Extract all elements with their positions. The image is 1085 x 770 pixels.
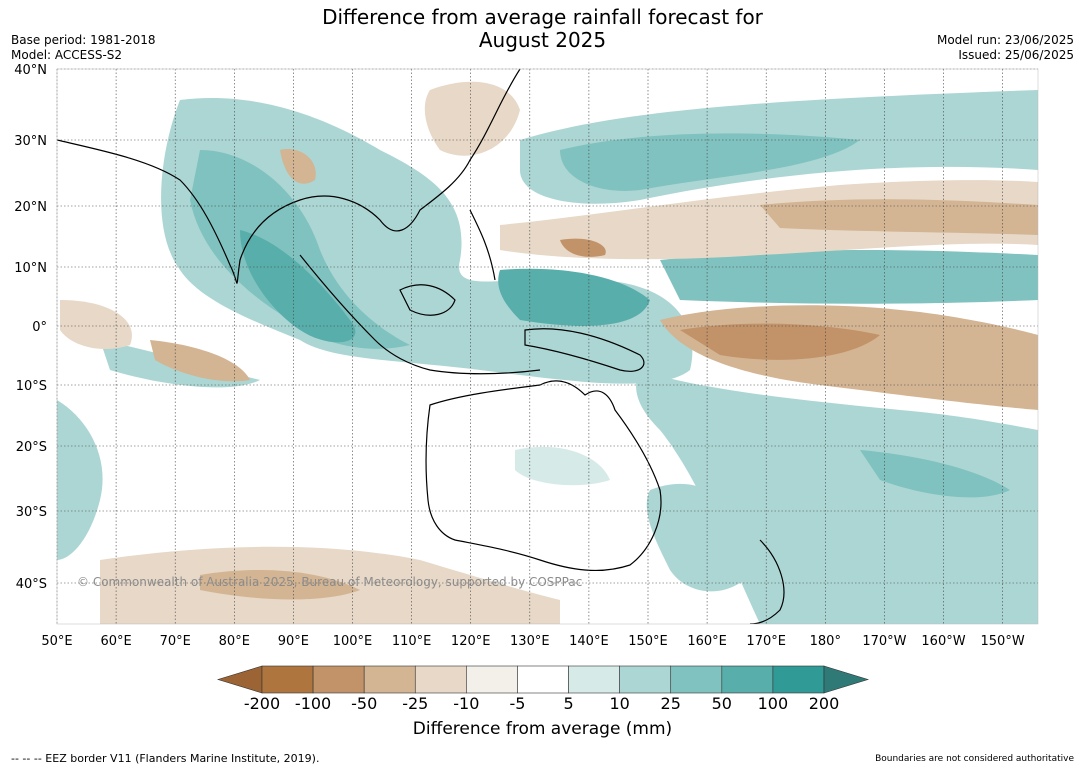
colorbar-segment: [261, 665, 314, 694]
borneo-coast: [399, 284, 456, 316]
colorbar-segment: [466, 665, 518, 694]
lat-label: 40°S: [16, 577, 47, 592]
wet-region-central-pacific-north: [660, 250, 1038, 304]
new-zealand-coast: [749, 539, 785, 624]
lat-label: 0°: [32, 320, 47, 335]
copyright-notice: © Commonwealth of Australia 2025, Bureau…: [77, 575, 583, 589]
longitude-labels: 50°E 60°E 70°E 80°E 90°E 100°E 110°E 120°E 130°E…: [41, 634, 1024, 649]
issued-date: Issued: 25/06/2025: [958, 48, 1074, 62]
wet-region-sumatra: [240, 230, 356, 343]
lon-label: 140°E: [569, 634, 609, 649]
wet-region-bay-bengal: [190, 150, 410, 349]
colorbar-tick-labels: -200 -100 -50 -25 -10 -5 5 10 25 50 100 200: [244, 694, 839, 713]
philippines-coast: [469, 209, 496, 281]
lon-label: 120°E: [451, 634, 491, 649]
latitude-labels: 40°N 30°N 20°N 10°N 0° 10°S 20°S 30°S 40°S: [14, 63, 47, 592]
colorbar-tick-label: 10: [609, 694, 629, 713]
dry-region-philippine-sea: [560, 238, 606, 257]
dry-region-himalaya: [280, 149, 316, 184]
title-line-1: Difference from average rainfall forecas…: [322, 5, 763, 29]
lon-label: 170°E: [746, 634, 786, 649]
boundary-disclaimer: Boundaries are not considered authoritat…: [875, 754, 1074, 764]
lon-label: 130°E: [510, 634, 550, 649]
colorbar-title: Difference from average (mm): [412, 719, 673, 739]
wet-region-borneo-sea: [498, 268, 650, 326]
model-name: Model: ACCESS-S2: [11, 48, 123, 62]
lon-label: 80°E: [219, 634, 250, 649]
graticule: [56, 68, 1039, 625]
colorbar-segment: [619, 665, 672, 694]
colorbar: [216, 665, 870, 694]
dry-region-southern-ocean-core: [200, 570, 360, 600]
colorbar-tick-label: -50: [351, 694, 377, 713]
colorbar-tick-label: 100: [758, 694, 789, 713]
colorbar-extend-high: [823, 665, 870, 694]
lon-label: 50°E: [41, 634, 72, 649]
lon-label: 160°W: [921, 634, 965, 649]
lon-label: 150°E: [628, 634, 668, 649]
colorbar-extend-low: [216, 665, 263, 694]
map-frame: [56, 68, 1039, 625]
colorbar-tick-label: -10: [453, 694, 479, 713]
wet-region-sw-indian: [57, 400, 103, 560]
colorbar-segment: [772, 665, 825, 694]
meta-right: Model run: 23/06/2025 Issued: 25/06/2025: [937, 33, 1074, 63]
colorbar-segment: [312, 665, 365, 694]
lon-label: 100°E: [333, 634, 373, 649]
lat-label: 20°S: [16, 440, 47, 455]
colorbar-segment: [517, 665, 569, 694]
colorbar-segment: [414, 665, 467, 694]
colorbar-tick-label: -200: [244, 694, 280, 713]
dry-region-equatorial-pacific-core: [680, 323, 880, 360]
new-guinea-coast: [524, 328, 645, 372]
colorbar-tick-label: -25: [402, 694, 428, 713]
colorbar-tick-label: 25: [661, 694, 681, 713]
dry-region-arabian-sea: [60, 300, 132, 350]
dry-region-subtropical-pacific-core: [760, 199, 1038, 235]
eez-legend: -- -- -- EEZ border V11 (Flanders Marine…: [11, 752, 320, 765]
colorbar-tick-label: -5: [509, 694, 525, 713]
colorbar-segment: [670, 665, 723, 694]
colorbar-tick-label: 50: [712, 694, 732, 713]
colorbar-segment: [568, 665, 620, 694]
lon-label: 90°E: [278, 634, 309, 649]
indonesia-coast: [299, 254, 541, 375]
lat-label: 10°N: [14, 261, 47, 276]
map-title: Difference from average rainfall forecas…: [0, 6, 1085, 52]
rainfall-anomaly-map: [56, 68, 1039, 625]
lat-label: 30°N: [14, 134, 47, 149]
colorbar-segment: [721, 665, 774, 694]
wet-region-south-pacific-core: [860, 450, 1010, 498]
lon-label: 60°E: [100, 634, 131, 649]
wet-region-inland-australia: [515, 446, 610, 486]
lat-label: 20°N: [14, 200, 47, 215]
title-line-2: August 2025: [478, 28, 607, 52]
lat-label: 30°S: [16, 505, 47, 520]
coastlines: [57, 69, 785, 624]
lon-label: 170°W: [862, 634, 906, 649]
dry-anomaly-regions: [60, 81, 1038, 624]
lon-label: 160°E: [687, 634, 727, 649]
lat-label: 40°N: [14, 63, 47, 78]
colorbar-segment: [363, 665, 416, 694]
lon-label: 110°E: [392, 634, 432, 649]
colorbar-tick-label: 5: [563, 694, 573, 713]
wet-region-tasman: [646, 483, 760, 592]
lat-label: 10°S: [16, 379, 47, 394]
lon-label: 70°E: [160, 634, 191, 649]
wet-region-north-pacific-core: [560, 133, 860, 191]
model-run: Model run: 23/06/2025: [936, 33, 1074, 47]
meta-left: Base period: 1981-2018 Model: ACCESS-S2: [11, 33, 156, 63]
base-period: Base period: 1981-2018: [11, 33, 156, 47]
colorbar-tick-label: -100: [295, 694, 331, 713]
colorbar-tick-label: 200: [809, 694, 840, 713]
dry-region-china: [424, 81, 520, 156]
asia-coast: [57, 69, 521, 284]
lon-label: 150°W: [981, 634, 1025, 649]
lon-label: 180°: [810, 634, 841, 649]
australia-coast: [425, 380, 662, 572]
